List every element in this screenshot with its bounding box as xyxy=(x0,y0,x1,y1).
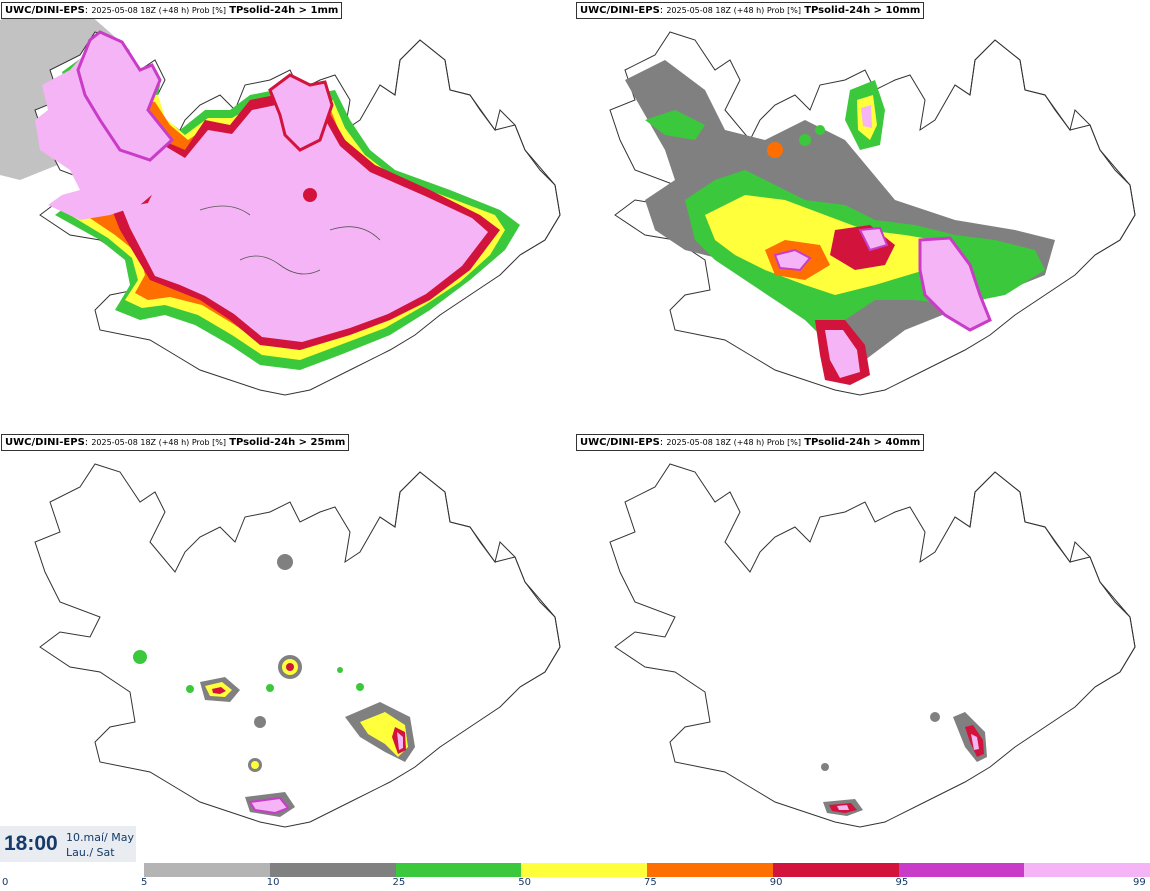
color-bar-tick: 90 xyxy=(769,877,783,888)
color-bar-segment xyxy=(647,863,773,877)
map-svg xyxy=(0,5,561,396)
color-bar-segment xyxy=(395,863,522,877)
color-bar-tick: 50 xyxy=(518,877,531,888)
color-bar-tick: 0 xyxy=(2,877,9,888)
map-panel-40mm: UWC/DINI-EPS: 2025-05-08 18Z (+48 h) Pro… xyxy=(575,432,1150,862)
color-bar xyxy=(144,863,1150,877)
panel-title: UWC/DINI-EPS: 2025-05-08 18Z (+48 h) Pro… xyxy=(1,2,343,19)
map-svg xyxy=(609,463,1136,828)
color-bar-segment xyxy=(898,863,1025,877)
color-bar-tick: 10 xyxy=(266,877,280,888)
panel-title: UWC/DINI-EPS: 2025-05-08 18Z (+48 h) Pro… xyxy=(576,2,925,19)
color-bar-tick: 5 xyxy=(141,877,148,888)
panel-title: UWC/DINI-EPS: 2025-05-08 18Z (+48 h) Pro… xyxy=(576,434,925,451)
valid-time: 18:00 xyxy=(4,832,58,855)
color-bar-segment xyxy=(1024,863,1150,877)
color-bar-segment xyxy=(521,863,647,877)
valid-date-line1: 10.maí/ May xyxy=(66,831,134,844)
color-bar-tick: 99 xyxy=(1133,877,1146,888)
panel-title: UWC/DINI-EPS: 2025-05-08 18Z (+48 h) Pro… xyxy=(1,434,350,451)
color-bar-tick: 25 xyxy=(392,877,406,888)
color-bar-segment xyxy=(772,863,899,877)
color-bar-segment xyxy=(144,863,270,877)
map-panel-1mm: UWC/DINI-EPS: 2025-05-08 18Z (+48 h) Pro… xyxy=(0,0,575,430)
valid-time-box: 18:00 10.maí/ May Lau./ Sat xyxy=(0,826,136,862)
map-panel-10mm: UWC/DINI-EPS: 2025-05-08 18Z (+48 h) Pro… xyxy=(575,0,1150,430)
color-bar-segment xyxy=(269,863,396,877)
map-svg xyxy=(609,31,1136,396)
color-bar-tick: 75 xyxy=(644,877,657,888)
map-svg xyxy=(34,463,561,828)
map-panel-25mm: UWC/DINI-EPS: 2025-05-08 18Z (+48 h) Pro… xyxy=(0,432,575,862)
color-bar-tick: 95 xyxy=(895,877,909,888)
valid-date-line2: Lau./ Sat xyxy=(66,846,115,859)
